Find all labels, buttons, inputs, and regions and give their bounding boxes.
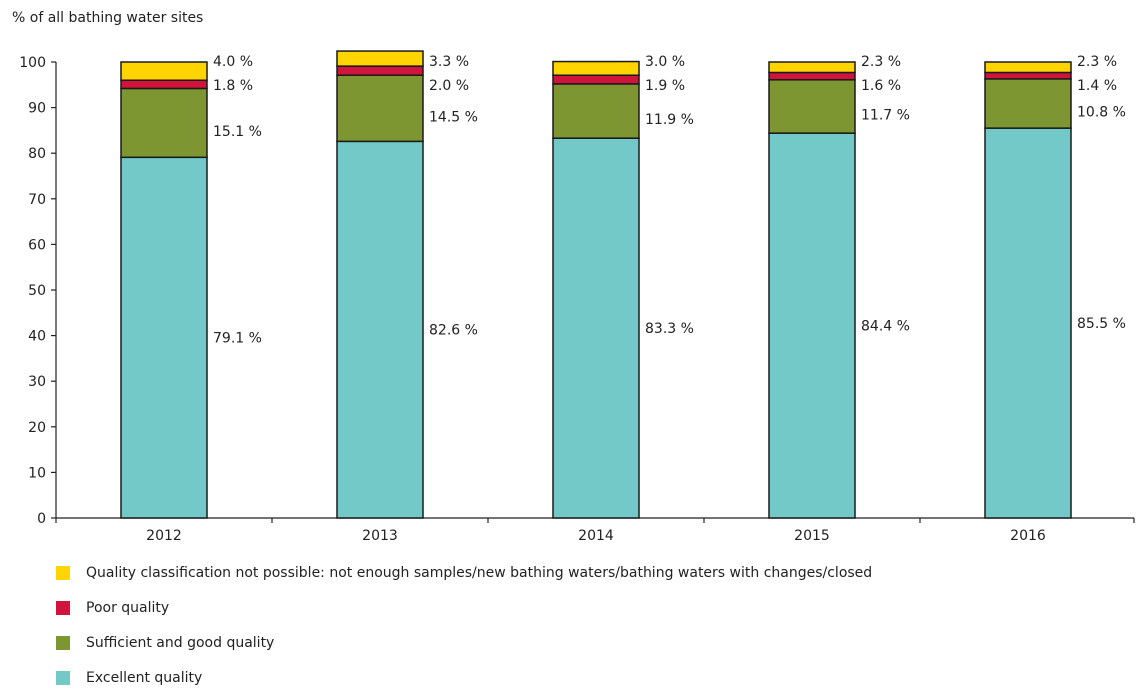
data-label: 1.9 % bbox=[645, 78, 685, 94]
bar-segment-poor-quality-2014 bbox=[553, 75, 639, 84]
y-tick-label: 20 bbox=[28, 420, 46, 436]
data-label: 11.7 % bbox=[861, 107, 910, 123]
data-label: 3.3 % bbox=[429, 54, 469, 70]
data-label: 2.3 % bbox=[861, 54, 901, 70]
x-tick-label: 2015 bbox=[794, 528, 830, 544]
bar-segment-sufficient-and-good-quality-2016 bbox=[985, 79, 1071, 128]
bar-segment-excellent-quality-2013 bbox=[337, 141, 423, 518]
y-tick-label: 30 bbox=[28, 374, 46, 390]
x-tick-label: 2012 bbox=[146, 528, 182, 544]
bar-segment-poor-quality-2016 bbox=[985, 72, 1071, 78]
bar-segment-quality-classification-not-possible-2014 bbox=[553, 62, 639, 76]
data-label: 2.3 % bbox=[1077, 54, 1117, 70]
legend-item: Sufficient and good quality bbox=[56, 625, 872, 660]
bar-segment-quality-classification-not-possible-2013 bbox=[337, 51, 423, 66]
bar-segment-sufficient-and-good-quality-2014 bbox=[553, 84, 639, 138]
data-label: 4.0 % bbox=[213, 54, 253, 70]
bar-segment-quality-classification-not-possible-2012 bbox=[121, 62, 207, 80]
data-label: 11.9 % bbox=[645, 112, 694, 128]
y-tick-label: 80 bbox=[28, 146, 46, 162]
bar-segment-sufficient-and-good-quality-2013 bbox=[337, 75, 423, 141]
legend-label: Sufficient and good quality bbox=[86, 635, 274, 651]
bar-segment-excellent-quality-2014 bbox=[553, 138, 639, 518]
bar-segment-poor-quality-2012 bbox=[121, 80, 207, 88]
legend-label: Excellent quality bbox=[86, 670, 202, 686]
legend-label: Poor quality bbox=[86, 600, 169, 616]
data-label: 15.1 % bbox=[213, 124, 262, 140]
x-tick-label: 2014 bbox=[578, 528, 614, 544]
legend-swatch bbox=[56, 566, 70, 580]
data-label: 79.1 % bbox=[213, 331, 262, 347]
x-tick-label: 2016 bbox=[1010, 528, 1046, 544]
stacked-bar-chart: 0 10 20 30 40 50 60 70 80 90 100 79.1 % 15.1 % 1.8 % 4… bbox=[0, 0, 1136, 550]
y-tick-label: 40 bbox=[28, 329, 46, 345]
bar-segment-excellent-quality-2012 bbox=[121, 157, 207, 518]
y-tick-label: 60 bbox=[28, 237, 46, 253]
data-label: 1.8 % bbox=[213, 78, 253, 94]
bar-segment-poor-quality-2015 bbox=[769, 72, 855, 79]
bar-segment-sufficient-and-good-quality-2015 bbox=[769, 80, 855, 133]
bar-segment-quality-classification-not-possible-2015 bbox=[769, 62, 855, 72]
legend-label: Quality classification not possible: not… bbox=[86, 565, 872, 581]
x-tick-label: 2013 bbox=[362, 528, 398, 544]
data-label: 3.0 % bbox=[645, 54, 685, 70]
bar-segment-excellent-quality-2015 bbox=[769, 133, 855, 518]
legend-item: Poor quality bbox=[56, 590, 872, 625]
bar-segment-quality-classification-not-possible-2016 bbox=[985, 62, 1071, 72]
y-tick-label: 90 bbox=[28, 101, 46, 117]
data-label: 83.3 % bbox=[645, 321, 694, 337]
legend-swatch bbox=[56, 601, 70, 615]
bar-segment-poor-quality-2013 bbox=[337, 66, 423, 75]
data-label: 10.8 % bbox=[1077, 104, 1126, 120]
y-tick-label: 10 bbox=[28, 465, 46, 481]
legend: Quality classification not possible: not… bbox=[56, 555, 872, 695]
bar-segment-sufficient-and-good-quality-2012 bbox=[121, 88, 207, 157]
data-label: 84.4 % bbox=[861, 319, 910, 335]
y-tick-label: 50 bbox=[28, 283, 46, 299]
legend-swatch bbox=[56, 636, 70, 650]
data-label: 2.0 % bbox=[429, 78, 469, 94]
data-label: 85.5 % bbox=[1077, 316, 1126, 332]
legend-item: Quality classification not possible: not… bbox=[56, 555, 872, 590]
legend-item: Excellent quality bbox=[56, 660, 872, 695]
legend-swatch bbox=[56, 671, 70, 685]
y-tick-label: 100 bbox=[19, 55, 46, 71]
data-label: 1.6 % bbox=[861, 78, 901, 94]
data-label: 14.5 % bbox=[429, 109, 478, 125]
y-tick-label: 0 bbox=[37, 511, 46, 527]
y-tick-label: 70 bbox=[28, 192, 46, 208]
bar-segment-excellent-quality-2016 bbox=[985, 128, 1071, 518]
data-label: 82.6 % bbox=[429, 323, 478, 339]
data-label: 1.4 % bbox=[1077, 78, 1117, 94]
